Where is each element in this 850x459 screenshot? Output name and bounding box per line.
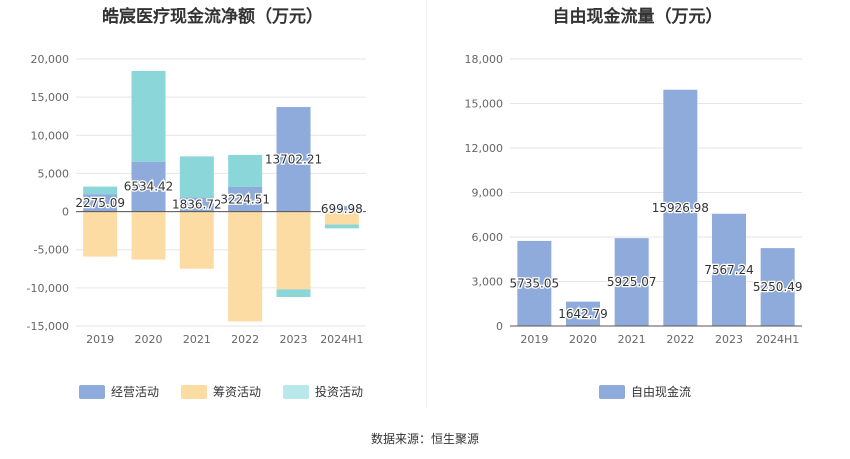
- y-tick-label: -5,000: [34, 244, 69, 257]
- bar-investing-2020: [131, 70, 166, 162]
- data-label-free-cash-flow: 1642.79: [558, 307, 608, 321]
- legend-label-investing: 投资活动: [315, 385, 364, 399]
- bar-financing-2024H1: [324, 211, 359, 225]
- x-tick-label: 2021: [618, 333, 646, 346]
- x-tick-label: 2023: [715, 333, 743, 346]
- legend-swatch-free-cash-flow: [599, 384, 625, 399]
- bar-financing-2020: [131, 211, 166, 260]
- y-tick-label: 18,000: [465, 53, 504, 66]
- y-tick-label: 5,000: [38, 167, 70, 180]
- panel-divider: [426, 0, 427, 408]
- bar-free-cash-flow-2021: [614, 238, 649, 326]
- bar-investing-2024H1: [324, 224, 359, 229]
- y-tick-label: -10,000: [27, 282, 69, 295]
- bar-investing-2022: [228, 154, 263, 187]
- x-tick-label: 2020: [569, 333, 597, 346]
- bar-operating-2022: [228, 186, 263, 212]
- data-label-free-cash-flow: 5925.07: [607, 275, 657, 289]
- x-tick-label: 2019: [520, 333, 548, 346]
- bar-free-cash-flow-2020: [566, 301, 600, 326]
- legend-swatch-financing: [181, 384, 208, 399]
- bar-operating-2019: [83, 194, 118, 212]
- bar-financing-2022: [228, 211, 263, 322]
- y-tick-label: -15,000: [27, 320, 69, 333]
- data-label-operating: 699.98: [321, 202, 363, 216]
- bar-financing-2019: [83, 211, 118, 257]
- data-label-operating: 3224.51: [220, 192, 270, 206]
- legend-item-investing[interactable]: 投资活动: [283, 383, 363, 400]
- bar-financing-2021: [179, 211, 214, 269]
- x-tick-label: 2022: [231, 333, 259, 346]
- right-chart-title: 自由现金流量（万元）: [552, 7, 723, 27]
- y-tick-label: 15,000: [465, 98, 504, 111]
- bar-free-cash-flow-2022: [663, 89, 698, 327]
- data-source-note: 数据来源：恒生聚源: [370, 432, 479, 446]
- y-tick-label: 9,000: [472, 187, 504, 200]
- legend-item-operating[interactable]: 经营活动: [79, 383, 159, 400]
- legend-swatch-operating: [79, 384, 105, 399]
- data-label-operating: 2275.09: [75, 196, 125, 210]
- bar-free-cash-flow-2023: [712, 213, 746, 326]
- legend-item-financing[interactable]: 筹资活动: [181, 383, 261, 400]
- bar-free-cash-flow-2024H1: [760, 248, 795, 326]
- y-tick-label: 6,000: [472, 231, 504, 244]
- y-tick-label: 0: [62, 206, 69, 219]
- legend-label-operating: 经营活动: [111, 385, 160, 399]
- x-tick-label: 2023: [280, 333, 308, 346]
- legend-label-free-cash-flow: 自由现金流: [631, 385, 692, 399]
- x-tick-label: 2022: [666, 333, 694, 346]
- bar-investing-2021: [179, 156, 214, 198]
- y-tick-label: 20,000: [31, 53, 70, 66]
- bar-investing-2019: [83, 186, 118, 195]
- data-label-free-cash-flow: 5735.05: [510, 276, 560, 290]
- data-label-free-cash-flow: 15926.98: [652, 201, 709, 215]
- bar-operating-2023: [276, 107, 311, 212]
- bar-operating-2024H1: [324, 206, 359, 212]
- x-tick-label: 2019: [86, 333, 114, 346]
- x-tick-label: 2024H1: [756, 333, 799, 346]
- legend-label-financing: 筹资活动: [213, 385, 262, 399]
- data-label-free-cash-flow: 5250.49: [753, 280, 803, 294]
- data-label-operating: 13702.21: [265, 152, 322, 166]
- right-chart-legend: 自由现金流: [599, 383, 713, 400]
- bar-operating-2021: [179, 197, 214, 212]
- y-tick-label: 10,000: [31, 129, 70, 142]
- data-label-operating: 6534.42: [124, 180, 174, 194]
- x-tick-label: 2020: [135, 333, 163, 346]
- data-label-free-cash-flow: 7567.24: [704, 263, 754, 277]
- left-chart-title: 皓宸医疗现金流净额（万元）: [102, 7, 323, 27]
- bar-free-cash-flow-2019: [517, 240, 552, 326]
- bar-investing-2023: [276, 289, 311, 298]
- bar-financing-2023: [276, 211, 311, 290]
- cash-flow-net-chart: 20,000 15,000 10,000 5,000 0 -5,000 -10,000 -15…: [27, 53, 366, 346]
- bar-operating-2020: [131, 161, 166, 212]
- y-tick-label: 3,000: [472, 276, 504, 289]
- y-tick-label: 15,000: [31, 91, 70, 104]
- left-chart-legend: 经营活动 筹资活动 投资活动: [79, 383, 385, 400]
- free-cash-flow-chart: 18,000 15,000 12,000 9,000 6,000 3,000 0 2019 20…: [465, 53, 804, 346]
- data-label-operating: 1836.72: [172, 198, 222, 212]
- x-tick-label: 2024H1: [320, 333, 363, 346]
- x-tick-label: 2021: [183, 333, 211, 346]
- y-tick-label: 0: [496, 320, 503, 333]
- legend-item-free-cash-flow[interactable]: 自由现金流: [599, 383, 691, 400]
- y-tick-label: 12,000: [465, 142, 504, 155]
- legend-swatch-investing: [283, 384, 310, 399]
